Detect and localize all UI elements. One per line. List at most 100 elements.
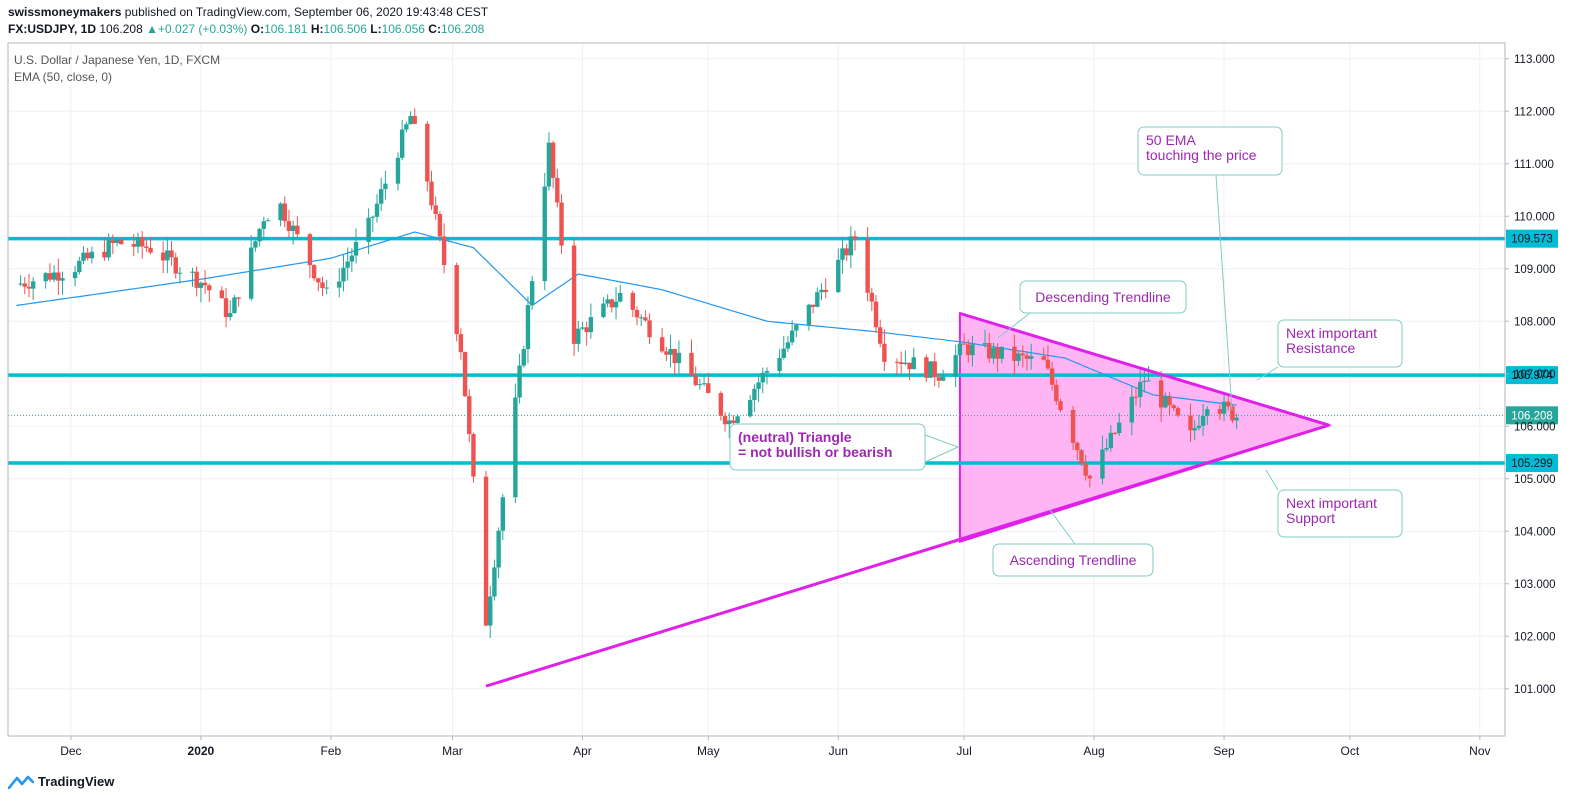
- y-tick-label: 107.000: [1514, 369, 1556, 381]
- candle-body: [198, 282, 204, 288]
- candle-body: [701, 383, 707, 385]
- candle-body: [295, 225, 300, 235]
- candle-body: [647, 320, 652, 338]
- candle-body: [789, 330, 795, 343]
- candle-body: [345, 261, 350, 268]
- ascending-callout-box: [992, 543, 1154, 577]
- high-label: H:: [310, 22, 324, 36]
- x-tick-label: Dec: [60, 744, 81, 758]
- close-value: 106.208: [440, 22, 485, 36]
- triangle-up-icon: ▲: [146, 22, 158, 36]
- candle-body: [550, 142, 556, 178]
- candle-body: [77, 260, 82, 273]
- candle-body: [576, 328, 581, 344]
- candle-body: [1133, 396, 1139, 398]
- candle-body: [555, 177, 560, 203]
- candle-body: [119, 239, 124, 245]
- x-tick-label: Jul: [956, 744, 971, 758]
- y-tick-label: 105.000: [1514, 474, 1556, 486]
- candle-body: [1192, 428, 1197, 431]
- candle-body: [1146, 380, 1151, 382]
- ascending-callout-text: Ascending Trendline: [1010, 552, 1137, 568]
- chart-legend-indicator: EMA (50, close, 0): [14, 70, 112, 84]
- candle-body: [1104, 448, 1109, 450]
- candle-body: [496, 530, 501, 568]
- ema-50-line: [16, 231, 1237, 406]
- candle-body: [89, 251, 95, 259]
- candle-body: [819, 289, 824, 293]
- last-price-tag: [1506, 406, 1558, 425]
- tradingview-logo-icon: [8, 775, 34, 789]
- x-tick-label: 2020: [188, 744, 215, 758]
- candle-body: [1058, 401, 1063, 410]
- candle-body: [492, 567, 497, 597]
- candle-body: [559, 202, 564, 246]
- candle-body: [601, 303, 606, 318]
- candle-body: [1041, 356, 1046, 360]
- candle-body: [735, 416, 740, 423]
- support-callout-text: Support: [1286, 510, 1335, 526]
- candle-body: [722, 415, 728, 425]
- x-tick-label: Jun: [829, 744, 848, 758]
- candle-body: [727, 420, 732, 425]
- candle-body: [467, 396, 472, 435]
- candle-body: [307, 234, 313, 266]
- ema-callout-text: touching the price: [1146, 147, 1257, 163]
- candle-body: [1234, 417, 1239, 421]
- candle-body: [936, 377, 942, 381]
- candle-body: [940, 376, 946, 381]
- candle-body: [173, 257, 178, 274]
- candle-body: [22, 283, 27, 287]
- y-tick-label: 113.000: [1514, 54, 1555, 66]
- candle-body: [102, 251, 107, 258]
- candle-body: [311, 265, 317, 279]
- x-tick-label: Feb: [321, 744, 342, 758]
- x-tick-label: Sep: [1213, 744, 1235, 758]
- last-price-label: 106.208: [1511, 410, 1553, 422]
- candle-body: [571, 245, 577, 344]
- x-tick-label: Nov: [1469, 744, 1490, 758]
- change-value: +0.027 (+0.03%): [158, 22, 248, 36]
- candle-body: [966, 344, 971, 356]
- candle-body: [471, 434, 476, 477]
- candle-body: [525, 305, 531, 350]
- candle-body: [207, 285, 212, 291]
- candle-body: [995, 347, 1000, 359]
- candle-body: [894, 361, 900, 363]
- candle-body: [72, 272, 78, 279]
- candle-body: [399, 129, 405, 158]
- candle-body: [513, 397, 518, 498]
- candle-body: [131, 244, 136, 247]
- chart-grid: [8, 43, 1505, 736]
- candle-body: [337, 281, 342, 288]
- candle-body: [777, 357, 782, 372]
- ema-callout-box: [1137, 126, 1283, 176]
- high-value: 106.506: [323, 22, 367, 36]
- candle-body: [433, 205, 438, 215]
- candle-body: [752, 388, 757, 400]
- candle-body: [353, 241, 359, 256]
- candle-body: [320, 282, 325, 288]
- y-tick-label: 109.000: [1514, 264, 1556, 276]
- candle-body: [1217, 409, 1223, 414]
- candle-body: [848, 236, 854, 256]
- candle-body: [1196, 425, 1202, 429]
- candle-body: [30, 281, 36, 289]
- candle-body: [697, 384, 703, 386]
- author-name[interactable]: swissmoneymakers: [8, 5, 122, 19]
- chart-legend-title: U.S. Dollar / Japanese Yen, 1D, FXCM: [14, 53, 220, 67]
- candle-body: [634, 309, 640, 318]
- candle-body: [823, 289, 828, 293]
- candle-body: [265, 220, 271, 222]
- tradingview-footer[interactable]: TradingView: [8, 774, 114, 789]
- candle-body: [991, 347, 996, 359]
- candle-body: [664, 351, 669, 355]
- candle-body: [144, 246, 149, 248]
- candle-body: [1221, 401, 1227, 414]
- candle-body: [261, 221, 266, 229]
- candle-body: [748, 399, 753, 417]
- candle-body: [253, 241, 258, 248]
- low-label: L:: [370, 22, 382, 36]
- price-chart[interactable]: 109.573 106.974 105.299 106.208 50 EMAtouch…: [0, 40, 1588, 770]
- candle-body: [882, 343, 887, 362]
